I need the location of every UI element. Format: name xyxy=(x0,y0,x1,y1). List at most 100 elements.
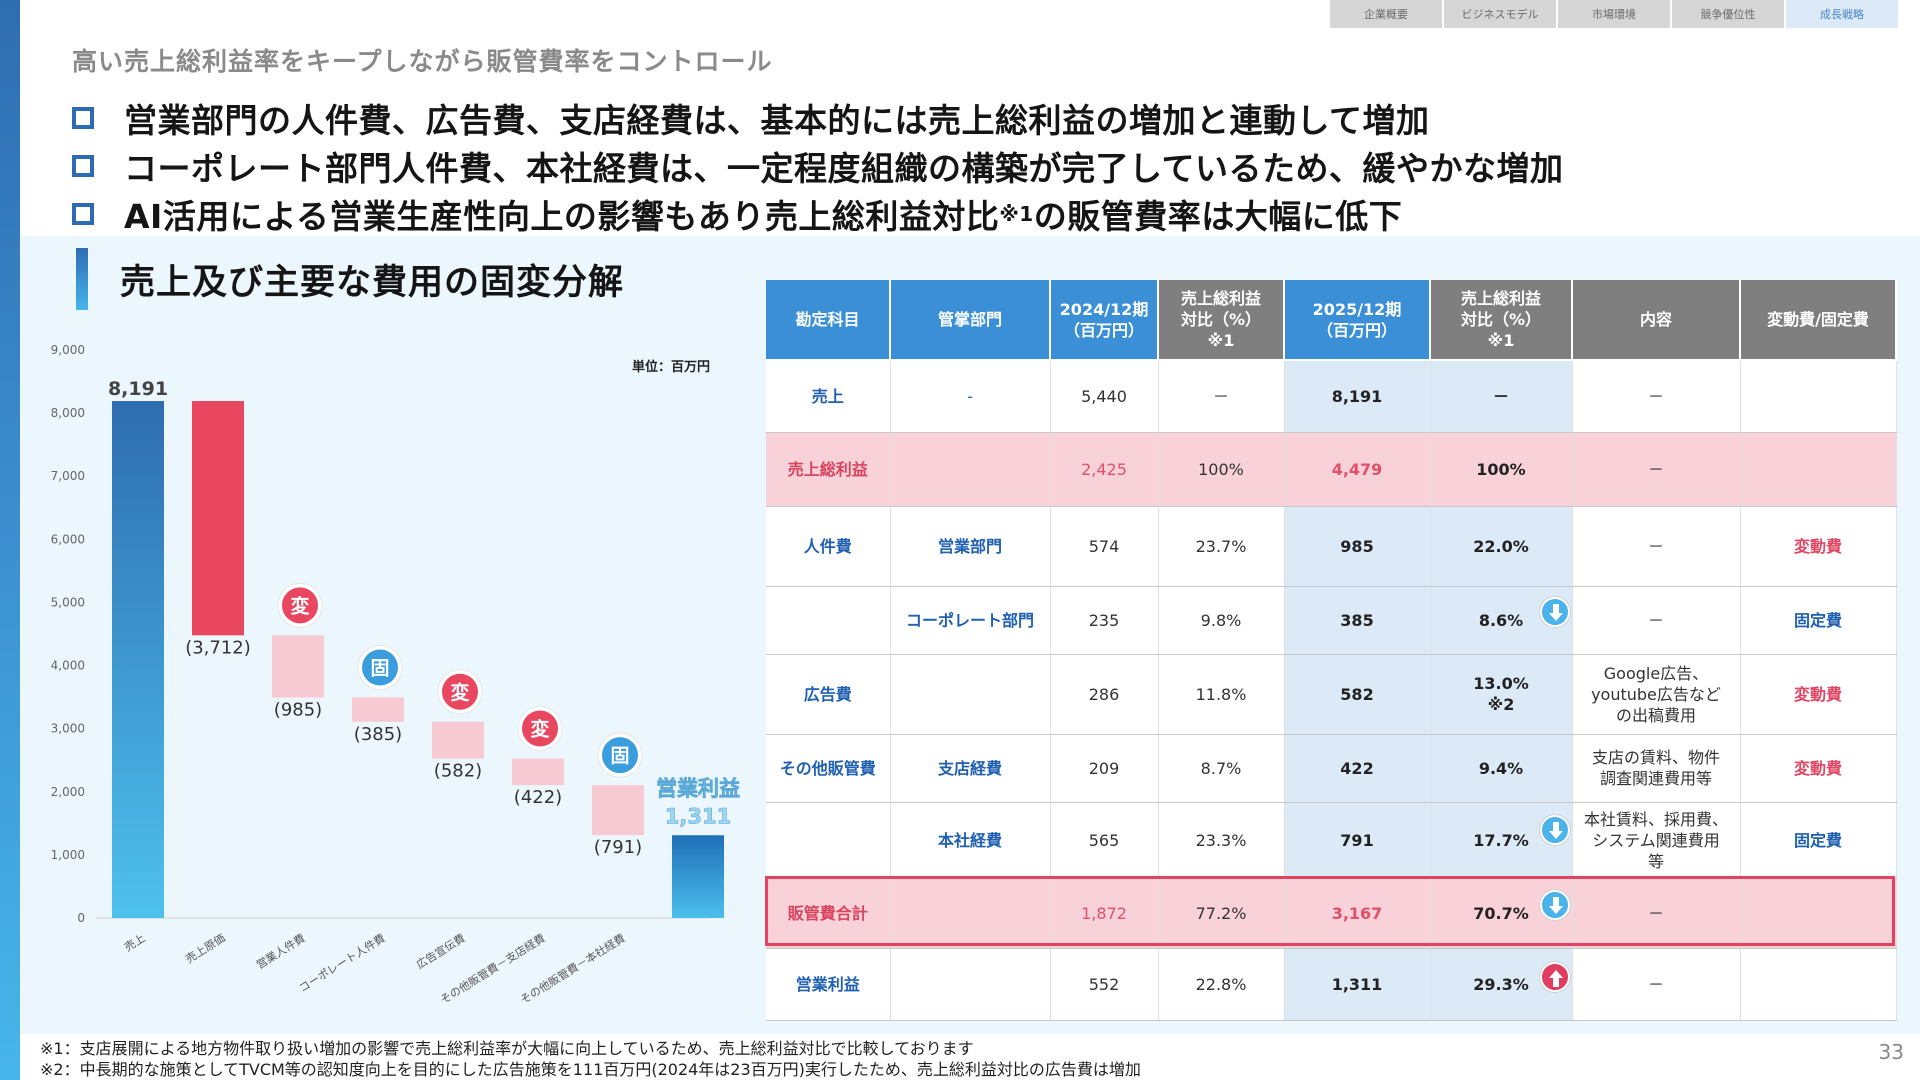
table-cell: － xyxy=(1158,360,1285,433)
footnote-1: ※1：支店展開による地方物件取り扱い増加の影響で売上総利益率が大幅に向上している… xyxy=(40,1039,974,1058)
checkbox-square-icon xyxy=(72,107,94,129)
nav-tab-company[interactable]: 企業概要 xyxy=(1330,0,1442,28)
y-tick-label: 9,000 xyxy=(51,343,85,357)
table-header-cell: 売上総利益 対比（%） ※1 xyxy=(1158,280,1285,361)
sga-total-highlight xyxy=(765,876,1895,946)
table-row: その他販管費 支店経費 209 8.7% 422 9.4% 支店の賃料、物件 調査関連費用等変… xyxy=(766,734,1897,803)
table-cell: 営業利益 xyxy=(766,948,891,1021)
table-cell: 100% xyxy=(1158,432,1285,507)
table-cell: 1,311 xyxy=(1284,948,1431,1021)
variable-cost-badge xyxy=(282,587,318,624)
fixed-cost-badge xyxy=(602,737,638,774)
table-cell: 22.0% xyxy=(1430,506,1573,587)
badge-label: 変 xyxy=(290,594,309,617)
table-cell: 582 xyxy=(1284,654,1431,735)
table-row: コーポレート部門 235 9.8% 385 8.6% －固定費 xyxy=(766,586,1897,655)
table-cell xyxy=(890,948,1051,1021)
x-category-label: 広告宣伝費 xyxy=(414,931,468,972)
table-cell: 235 xyxy=(1050,586,1159,655)
table-cell: 固定費 xyxy=(1740,586,1897,655)
footnotes: ※1：支店展開による地方物件取り扱い増加の影響で売上総利益率が大幅に向上している… xyxy=(40,1038,1141,1080)
table-cell: 286 xyxy=(1050,654,1159,735)
table-cell: 552 xyxy=(1050,948,1159,1021)
x-category-label: 営業人件費 xyxy=(254,931,308,972)
table-cell: 3,167 xyxy=(1284,878,1431,949)
y-tick-label: 6,000 xyxy=(51,532,85,546)
table-cell: 変動費 xyxy=(1740,506,1897,587)
arrow-down-icon xyxy=(1540,890,1570,920)
table-header-row: 勘定科目 管掌部門 2024/12期 （百万円） 売上総利益 対比（%） ※1 2025/12… xyxy=(766,280,1897,361)
bar-revenue xyxy=(112,401,164,918)
data-label: (985) xyxy=(274,699,322,720)
table-cell: その他販管費 xyxy=(766,734,891,803)
nav-tab-market[interactable]: 市場環境 xyxy=(1558,0,1670,28)
data-label: (422) xyxy=(514,787,562,808)
badge-label: 変 xyxy=(450,681,469,704)
table-cell: 77.2% xyxy=(1158,878,1285,949)
table-cell: 本社経費 xyxy=(890,802,1051,879)
table-cell: 固定費 xyxy=(1740,802,1897,879)
arrow-down-icon xyxy=(1540,815,1570,845)
bullet-item: AI活用による営業生産性向上の影響もあり売上総利益対比 ※1 の販管費率は大幅に低下 xyxy=(72,190,1564,238)
table-cell: 13.0% ※2 xyxy=(1430,654,1573,735)
table-header-cell: 売上総利益 対比（%） ※1 xyxy=(1430,280,1573,361)
table-cell: － xyxy=(1430,360,1573,433)
table-cell: 変動費 xyxy=(1740,734,1897,803)
nav-tab-business-model[interactable]: ビジネスモデル xyxy=(1444,0,1556,28)
section-nav: 企業概要 ビジネスモデル 市場環境 競争優位性 成長戦略 xyxy=(1330,0,1898,28)
data-label: 8,191 xyxy=(108,378,168,400)
table-cell xyxy=(1740,878,1897,949)
data-label: 1,311 xyxy=(665,804,731,828)
table-cell: 422 xyxy=(1284,734,1431,803)
footnote-2: ※2：中長期的な施策としてTVCM等の認知度向上を目的にした広告施策を111百万… xyxy=(40,1060,1141,1079)
waterfall-chart: 0 1,000 2,000 3,000 4,000 5,000 6,000 7,000 8,00… xyxy=(51,343,741,1007)
table-header-cell: 内容 xyxy=(1572,280,1741,361)
table-cell xyxy=(766,802,891,879)
bullet-text-tail: の販管費率は大幅に低下 xyxy=(1033,197,1403,236)
table-cell: 5,440 xyxy=(1050,360,1159,433)
data-label: (385) xyxy=(354,724,402,745)
table-cell: コーポレート部門 xyxy=(890,586,1051,655)
table-cell: 23.3% xyxy=(1158,802,1285,879)
y-tick-label: 3,000 xyxy=(51,722,85,736)
y-tick-label: 1,000 xyxy=(51,848,85,862)
bar-cost xyxy=(432,721,484,759)
table-cell: 209 xyxy=(1050,734,1159,803)
table-cell: 100% xyxy=(1430,432,1573,507)
table-cell: 売上総利益 xyxy=(766,432,891,507)
table-cell: 22.8% xyxy=(1158,948,1285,1021)
table-cell: － xyxy=(1572,586,1741,655)
x-category-label: コーポレート人件費 xyxy=(296,931,387,995)
table-cell: Google広告、 youtube広告など の出稿費用 xyxy=(1572,654,1741,735)
table-cell: 本社賃料、採用費、 システム関連費用等 xyxy=(1572,802,1741,879)
table-cell: 2,425 xyxy=(1050,432,1159,507)
table-cell xyxy=(1740,432,1897,507)
table-cell: 565 xyxy=(1050,802,1159,879)
table-row: 売上総利益 2,425 100% 4,479 100% － xyxy=(766,432,1897,507)
unit-label: 単位：百万円 xyxy=(632,360,711,375)
x-category-label: 売上 xyxy=(122,932,148,955)
x-category-label: 売上原価 xyxy=(183,932,227,966)
table-cell: 販管費合計 xyxy=(766,878,891,949)
y-tick-label: 7,000 xyxy=(51,469,85,483)
table-row: 広告費 286 11.8% 582 13.0% ※2 Google広告、 youtube広告な… xyxy=(766,654,1897,735)
table-cell: － xyxy=(1572,878,1741,949)
table-row: 人件費 営業部門 574 23.7% 985 22.0% －変動費 xyxy=(766,506,1897,587)
page-number: 33 xyxy=(1878,1040,1904,1064)
variable-cost-badge xyxy=(442,673,478,710)
section-title: 売上及び主要な費用の固変分解 xyxy=(120,263,625,303)
y-tick-label: 8,000 xyxy=(51,406,85,420)
y-tick-label: 4,000 xyxy=(51,659,85,673)
profit-label: 営業利益 xyxy=(656,776,740,800)
table-row: 売上 -5,440 － 8,191 －－ xyxy=(766,360,1897,433)
nav-tab-growth-strategy[interactable]: 成長戦略 xyxy=(1786,0,1898,28)
data-label: (3,712) xyxy=(185,637,251,658)
variable-cost-badge xyxy=(522,710,558,747)
bar-cost xyxy=(192,401,244,636)
y-tick-label: 0 xyxy=(77,911,85,925)
arrow-down-icon xyxy=(1540,597,1570,627)
table-row: 本社経費 565 23.3% 791 17.7% 本社賃料、採用費、 システム関連費用等固定… xyxy=(766,802,1897,879)
bar-cost xyxy=(592,785,644,836)
table-cell: 変動費 xyxy=(1740,654,1897,735)
nav-tab-advantage[interactable]: 競争優位性 xyxy=(1672,0,1784,28)
